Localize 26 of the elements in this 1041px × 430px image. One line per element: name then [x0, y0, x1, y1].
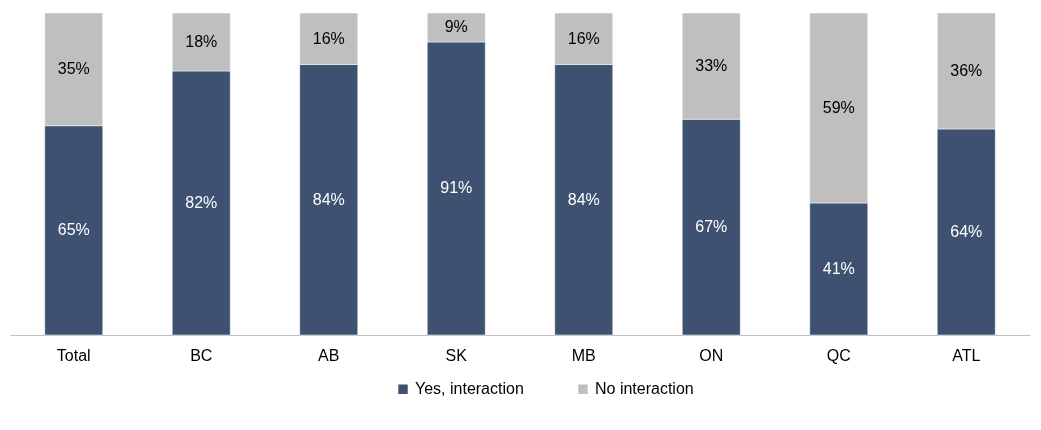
data-label: 41%: [822, 259, 855, 277]
data-label: 82%: [185, 193, 218, 211]
data-label: 91%: [440, 179, 473, 197]
data-label: 16%: [567, 29, 600, 47]
data-label: 65%: [57, 221, 90, 239]
data-label: 18%: [185, 32, 218, 50]
x-tick-label: Total: [56, 346, 91, 364]
data-label: 36%: [950, 61, 983, 79]
data-label: 59%: [822, 98, 855, 116]
x-tick-label: BC: [190, 346, 213, 364]
data-label: 16%: [312, 29, 345, 47]
data-label: 67%: [695, 218, 728, 236]
x-tick-label: MB: [571, 346, 596, 364]
x-tick-label: SK: [445, 346, 468, 364]
data-label: 84%: [567, 190, 600, 208]
x-tick-label: ON: [699, 346, 724, 364]
data-label: 64%: [950, 222, 983, 240]
data-label: 84%: [312, 190, 345, 208]
data-label: 35%: [57, 60, 90, 78]
x-tick-label: QC: [826, 346, 851, 364]
data-label: 9%: [444, 18, 468, 36]
legend-label: No interaction: [595, 380, 694, 398]
x-tick-label: ATL: [952, 346, 981, 364]
legend-label: Yes, interaction: [415, 380, 524, 398]
x-tick-label: AB: [318, 346, 340, 364]
data-label: 33%: [695, 57, 728, 75]
